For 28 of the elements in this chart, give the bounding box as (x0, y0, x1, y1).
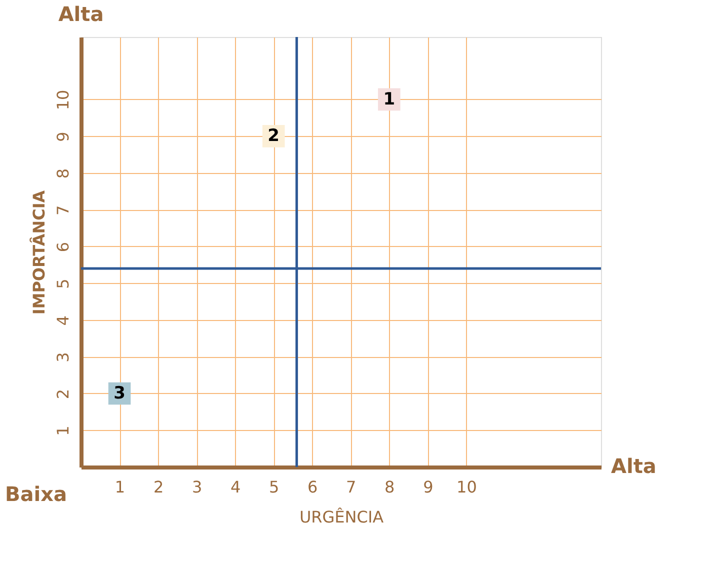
text: Baixa (5, 482, 67, 506)
y-tick-label: 7 (54, 205, 72, 216)
y-tick-label: 1 (54, 426, 72, 436)
x-tick-label: 9 (423, 478, 434, 496)
x-tick-label: 6 (308, 478, 318, 496)
x-tick-label: 3 (192, 478, 202, 496)
series-label: 3 (114, 383, 126, 404)
x-tick-label: 8 (384, 478, 395, 496)
y-tick-label: 5 (54, 278, 72, 289)
y-tick-label: 6 (54, 242, 72, 252)
x-tick-label: 10 (456, 478, 477, 496)
series-label: 1 (383, 89, 396, 110)
y-tick-label: 3 (54, 352, 72, 362)
y-tick-label: 8 (54, 168, 72, 179)
x-tick-label: 5 (269, 478, 280, 496)
text: Alta (611, 454, 656, 478)
x-tick-label: 4 (230, 478, 241, 496)
text: Alta (58, 2, 104, 26)
y-axis-title: IMPORTÂNCIA (30, 190, 48, 315)
x-tick-label: 2 (153, 478, 164, 496)
y-tick-label: 4 (54, 315, 72, 326)
x-axis-title: URGÊNCIA (299, 508, 384, 526)
y-tick-label: 10 (54, 90, 72, 110)
y-tick-label: 2 (54, 388, 72, 400)
series-label: 2 (268, 126, 280, 146)
y-tick-label: 9 (54, 132, 72, 142)
x-tick-label: 1 (114, 478, 126, 496)
x-tick-label: 7 (346, 478, 356, 496)
